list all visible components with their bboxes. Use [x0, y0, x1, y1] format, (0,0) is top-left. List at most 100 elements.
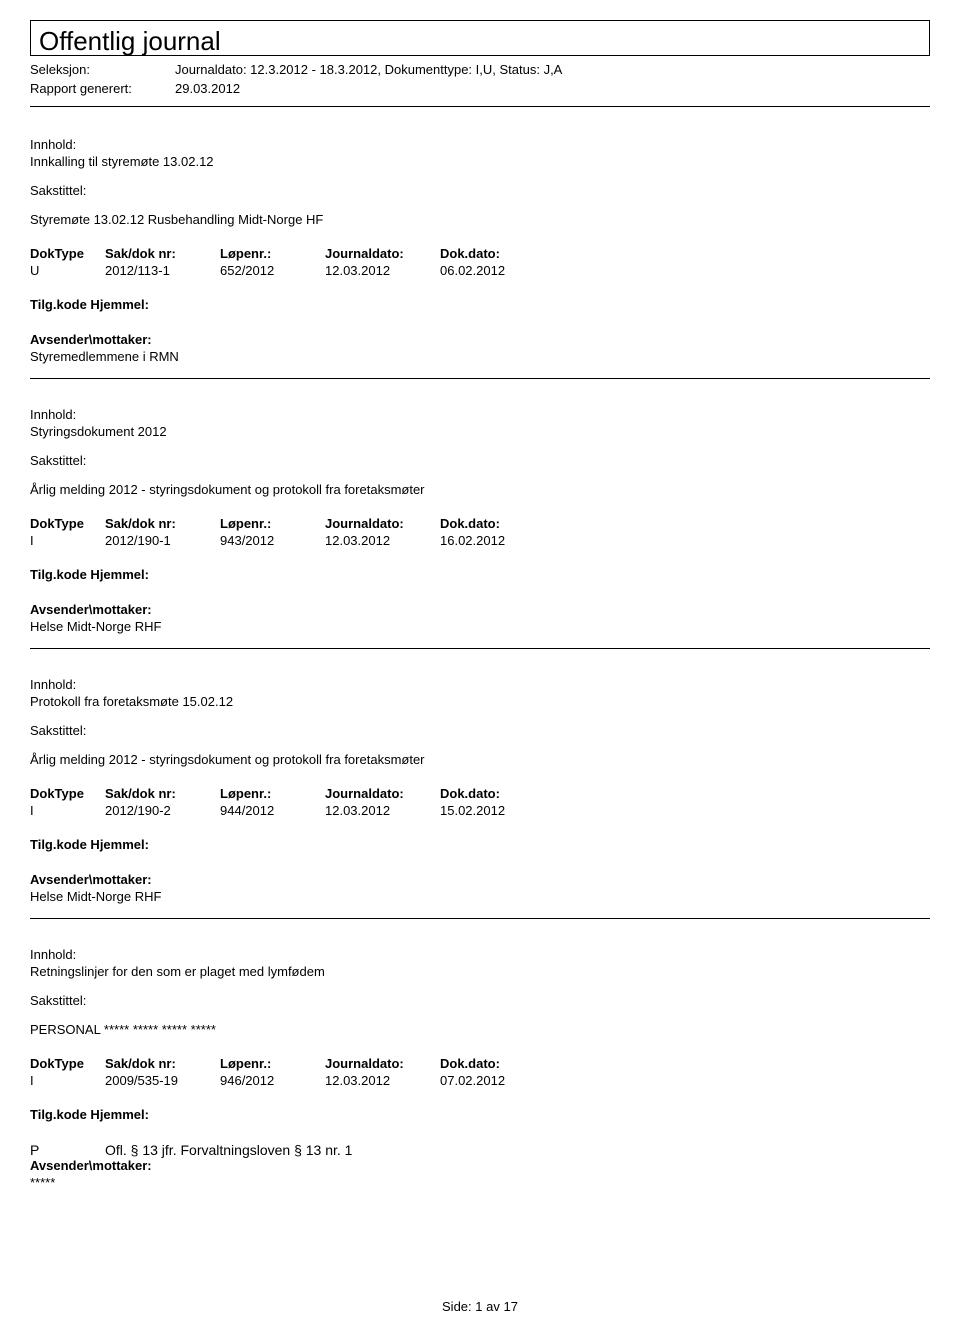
sakstittel-label: Sakstittel:	[30, 453, 930, 468]
tilgkode-label: Tilg.kode Hjemmel:	[30, 837, 930, 852]
innhold-value: Protokoll fra foretaksmøte 15.02.12	[30, 694, 930, 709]
hdr-dokdato: Dok.dato:	[440, 1055, 560, 1072]
innhold-label: Innhold:	[30, 407, 930, 422]
cell-saknr: 2012/113-1	[105, 262, 220, 279]
avsender-label: Avsender\mottaker:	[30, 1158, 930, 1173]
sakstittel-label: Sakstittel:	[30, 993, 930, 1008]
entry-divider	[30, 648, 930, 649]
hdr-doktype: DokType	[30, 515, 105, 532]
entry-table: DokType Sak/dok nr: Løpenr.: Journaldato…	[30, 245, 560, 279]
sakstittel-label: Sakstittel:	[30, 723, 930, 738]
tilgkode-label: Tilg.kode Hjemmel:	[30, 1107, 930, 1122]
tilgkode-code: P	[30, 1142, 105, 1158]
footer-side-label: Side:	[442, 1299, 472, 1314]
table-header-row: DokType Sak/dok nr: Løpenr.: Journaldato…	[30, 245, 560, 262]
cell-lopenr: 944/2012	[220, 802, 325, 819]
hdr-saknr: Sak/dok nr:	[105, 515, 220, 532]
tilgkode-label: Tilg.kode Hjemmel:	[30, 567, 930, 582]
header-seleksjon-row: Seleksjon: Journaldato: 12.3.2012 - 18.3…	[30, 62, 930, 77]
page-title: Offentlig journal	[39, 25, 921, 56]
cell-doktype: I	[30, 532, 105, 549]
sakstittel-label: Sakstittel:	[30, 183, 930, 198]
hdr-saknr: Sak/dok nr:	[105, 245, 220, 262]
hdr-dokdato: Dok.dato:	[440, 515, 560, 532]
innhold-value: Styringsdokument 2012	[30, 424, 930, 439]
cell-dokdato: 06.02.2012	[440, 262, 560, 279]
seleksjon-value: Journaldato: 12.3.2012 - 18.3.2012, Doku…	[175, 62, 562, 77]
journal-entry: Innhold: Retningslinjer for den som er p…	[30, 947, 930, 1190]
footer-total: 17	[504, 1299, 518, 1314]
cell-journaldato: 12.03.2012	[325, 532, 440, 549]
cell-journaldato: 12.03.2012	[325, 262, 440, 279]
cell-dokdato: 07.02.2012	[440, 1072, 560, 1089]
seleksjon-label: Seleksjon:	[30, 62, 175, 77]
cell-doktype: I	[30, 1072, 105, 1089]
cell-doktype: I	[30, 802, 105, 819]
rapport-value: 29.03.2012	[175, 81, 240, 96]
cell-saknr: 2012/190-2	[105, 802, 220, 819]
tilgkode-label: Tilg.kode Hjemmel:	[30, 297, 930, 312]
avsender-value: Helse Midt-Norge RHF	[30, 889, 930, 904]
journal-entry: Innhold: Protokoll fra foretaksmøte 15.0…	[30, 677, 930, 919]
cell-lopenr: 652/2012	[220, 262, 325, 279]
innhold-value: Innkalling til styremøte 13.02.12	[30, 154, 930, 169]
table-header-row: DokType Sak/dok nr: Løpenr.: Journaldato…	[30, 1055, 560, 1072]
cell-journaldato: 12.03.2012	[325, 1072, 440, 1089]
avsender-label: Avsender\mottaker:	[30, 872, 930, 887]
title-box: Offentlig journal	[30, 20, 930, 56]
table-header-row: DokType Sak/dok nr: Løpenr.: Journaldato…	[30, 785, 560, 802]
innhold-label: Innhold:	[30, 947, 930, 962]
cell-dokdato: 16.02.2012	[440, 532, 560, 549]
avsender-label: Avsender\mottaker:	[30, 602, 930, 617]
hdr-saknr: Sak/dok nr:	[105, 1055, 220, 1072]
innhold-value: Retningslinjer for den som er plaget med…	[30, 964, 930, 979]
cell-lopenr: 946/2012	[220, 1072, 325, 1089]
journal-entry: Innhold: Innkalling til styremøte 13.02.…	[30, 137, 930, 379]
sakstittel-value: Årlig melding 2012 - styringsdokument og…	[30, 482, 930, 497]
table-row: I 2009/535-19 946/2012 12.03.2012 07.02.…	[30, 1072, 560, 1089]
cell-journaldato: 12.03.2012	[325, 802, 440, 819]
cell-dokdato: 15.02.2012	[440, 802, 560, 819]
avsender-value: Styremedlemmene i RMN	[30, 349, 930, 364]
table-row: U 2012/113-1 652/2012 12.03.2012 06.02.2…	[30, 262, 560, 279]
tilgkode-value-row: P Ofl. § 13 jfr. Forvaltningsloven § 13 …	[30, 1142, 930, 1158]
entry-table: DokType Sak/dok nr: Løpenr.: Journaldato…	[30, 515, 560, 549]
cell-saknr: 2012/190-1	[105, 532, 220, 549]
hdr-journaldato: Journaldato:	[325, 785, 440, 802]
avsender-label: Avsender\mottaker:	[30, 332, 930, 347]
sakstittel-value: Styremøte 13.02.12 Rusbehandling Midt-No…	[30, 212, 930, 227]
hdr-doktype: DokType	[30, 245, 105, 262]
avsender-value: Helse Midt-Norge RHF	[30, 619, 930, 634]
entry-table: DokType Sak/dok nr: Løpenr.: Journaldato…	[30, 1055, 560, 1089]
hdr-saknr: Sak/dok nr:	[105, 785, 220, 802]
table-row: I 2012/190-2 944/2012 12.03.2012 15.02.2…	[30, 802, 560, 819]
header-divider	[30, 106, 930, 107]
cell-doktype: U	[30, 262, 105, 279]
avsender-value: *****	[30, 1175, 930, 1190]
hdr-doktype: DokType	[30, 785, 105, 802]
journal-entry: Innhold: Styringsdokument 2012 Sakstitte…	[30, 407, 930, 649]
innhold-label: Innhold:	[30, 137, 930, 152]
hdr-dokdato: Dok.dato:	[440, 785, 560, 802]
cell-saknr: 2009/535-19	[105, 1072, 220, 1089]
hdr-journaldato: Journaldato:	[325, 515, 440, 532]
sakstittel-value: PERSONAL ***** ***** ***** *****	[30, 1022, 930, 1037]
header-rapport-row: Rapport generert: 29.03.2012	[30, 81, 930, 96]
hdr-lopenr: Løpenr.:	[220, 245, 325, 262]
table-row: I 2012/190-1 943/2012 12.03.2012 16.02.2…	[30, 532, 560, 549]
hdr-lopenr: Løpenr.:	[220, 1055, 325, 1072]
hdr-lopenr: Løpenr.:	[220, 515, 325, 532]
hdr-dokdato: Dok.dato:	[440, 245, 560, 262]
entry-divider	[30, 378, 930, 379]
tilgkode-text: Ofl. § 13 jfr. Forvaltningsloven § 13 nr…	[105, 1142, 352, 1158]
innhold-label: Innhold:	[30, 677, 930, 692]
hdr-journaldato: Journaldato:	[325, 1055, 440, 1072]
hdr-lopenr: Løpenr.:	[220, 785, 325, 802]
hdr-doktype: DokType	[30, 1055, 105, 1072]
table-header-row: DokType Sak/dok nr: Løpenr.: Journaldato…	[30, 515, 560, 532]
hdr-journaldato: Journaldato:	[325, 245, 440, 262]
rapport-label: Rapport generert:	[30, 81, 175, 96]
sakstittel-value: Årlig melding 2012 - styringsdokument og…	[30, 752, 930, 767]
cell-lopenr: 943/2012	[220, 532, 325, 549]
page-footer: Side: 1 av 17	[0, 1299, 960, 1314]
